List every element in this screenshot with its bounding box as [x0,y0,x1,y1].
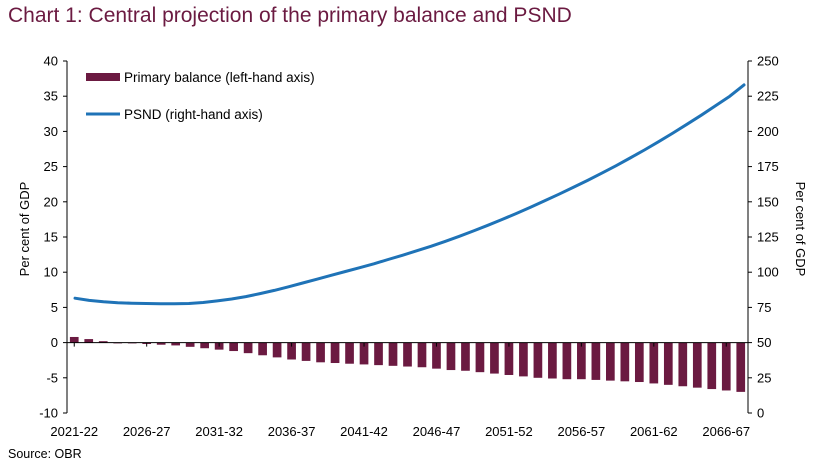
primary-balance-bar [301,342,311,361]
primary-balance-bar [258,342,267,356]
right-tick-label: 250 [757,54,779,69]
right-tick-label: 175 [757,159,779,174]
primary-balance-bar [98,341,108,343]
primary-balance-bar [287,342,296,360]
x-tick-label: 2041-42 [340,424,388,439]
x-tick-label: 2021-22 [50,424,98,439]
left-axis-title: Per cent of GDP [17,182,32,277]
primary-balance-bar [721,342,731,391]
primary-balance-bar [562,342,572,380]
right-tick-label: 75 [757,300,771,315]
left-tick-label: 15 [44,230,58,245]
psnd-line [73,83,746,306]
primary-balance-bar [692,342,702,388]
primary-balance-bar [185,342,195,347]
right-tick-label: 50 [757,335,771,350]
primary-balance-bar [591,342,601,380]
right-tick-label: 200 [757,124,779,139]
left-tick-label: 20 [44,194,58,209]
x-tick-label: 2061-62 [630,424,678,439]
right-tick-label: 225 [757,89,779,104]
primary-balance-bar [446,342,456,371]
primary-balance-bar [577,342,586,380]
primary-balance-bar [388,342,398,366]
left-tick-label: 10 [44,265,58,280]
primary-balance-bar [84,339,94,343]
primary-balance-bar [432,342,441,369]
primary-balance-bar [678,342,688,387]
primary-balance-bar [345,342,354,364]
primary-balance-bar [475,342,485,373]
primary-balance-bar [272,342,282,358]
x-tick-label: 2026-27 [123,424,171,439]
legend-swatch-primary-balance [86,73,120,81]
primary-balance-bar [417,342,427,368]
primary-balance-bar [548,342,557,379]
primary-balance-bar [461,342,470,371]
primary-balance-bar [69,336,79,343]
primary-balance-bar [707,342,717,390]
primary-balance-bar [620,342,630,382]
left-tick-label: 25 [44,159,58,174]
legend-label-psnd: PSND (right-hand axis) [124,107,263,122]
primary-balance-bar [519,342,528,377]
primary-balance-bar [490,342,499,374]
right-tick-label: 0 [757,406,764,421]
primary-balance-bar [330,342,340,364]
left-tick-label: 40 [44,54,58,69]
x-tick-label: 2066-67 [702,424,750,439]
right-tick-label: 100 [757,265,779,280]
primary-balance-bar [171,342,181,346]
primary-balance-bar [200,342,209,349]
primary-balance-bar [736,342,746,392]
left-tick-label: 0 [51,335,58,350]
primary-balance-bar [504,342,514,375]
source-note: Source: OBR [8,447,82,461]
x-tick-label: 2056-57 [558,424,606,439]
right-tick-label: 125 [757,230,779,245]
primary-balance-bar [156,342,166,345]
primary-balance-bar [316,342,325,363]
primary-balance-bar [606,342,615,381]
primary-balance-bar [359,342,369,365]
x-tick-label: 2046-47 [413,424,461,439]
primary-balance-bar [403,342,412,367]
x-tick-label: 2051-52 [485,424,533,439]
right-tick-label: 150 [757,194,779,209]
right-axis-title: Per cent of GDP [793,182,808,277]
primary-balance-bar [663,342,673,385]
legend-label-primary-balance: Primary balance (left-hand axis) [124,70,315,85]
legend: Primary balance (left-hand axis) PSND (ri… [86,70,315,122]
left-tick-label: 30 [44,124,58,139]
right-tick-label: 25 [757,370,771,385]
left-tick-label: -5 [46,370,58,385]
left-tick-label: -10 [39,406,58,421]
primary-balance-bar [374,342,383,366]
x-tick-label: 2036-37 [268,424,316,439]
primary-balance-bar [533,342,543,378]
left-tick-label: 35 [44,89,58,104]
chart-title: Chart 1: Central projection of the prima… [8,4,572,27]
left-tick-label: 5 [51,300,58,315]
primary-balance-bar [649,342,659,384]
x-tick-label: 2031-32 [195,424,243,439]
primary-balance-bar [229,342,238,352]
primary-balance-bar [634,342,644,383]
primary-balance-bar [243,342,253,354]
